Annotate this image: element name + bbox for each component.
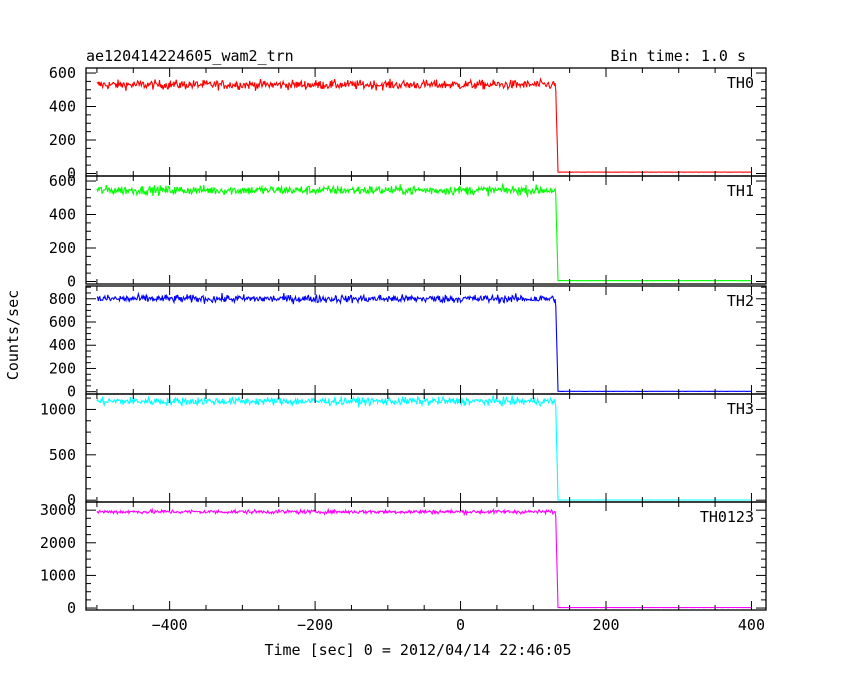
x-tick-label: −400 — [152, 616, 188, 634]
y-tick-label: 400 — [49, 206, 76, 224]
y-tick-label: 200 — [49, 131, 76, 149]
panels-group: 0 200 400 600 TH0 0 200 400 600 TH1 0 200 400 600 800 T… — [40, 64, 767, 617]
y-tick-label: 0 — [67, 383, 76, 401]
series-line-th0123 — [96, 507, 752, 609]
series-label-th1: TH1 — [727, 182, 754, 200]
panel-th3: 0 500 1000 TH3 — [40, 393, 767, 509]
y-axis-label: Counts/sec — [4, 290, 22, 380]
y-tick-label: 800 — [49, 290, 76, 308]
y-tick-label: 400 — [49, 98, 76, 116]
panel-frame — [85, 501, 767, 611]
panel-th2: 0 200 400 600 800 TH2 — [49, 285, 767, 401]
series-line-th0 — [96, 77, 752, 173]
chart-subtitle: Bin time: 1.0 s — [611, 47, 746, 65]
y-tick-label: 1000 — [40, 400, 76, 418]
y-tick-label: 200 — [49, 239, 76, 257]
series-line-th2 — [96, 291, 752, 392]
y-tick-label: 600 — [49, 172, 76, 190]
y-tick-label: 0 — [67, 164, 76, 182]
series-line-th1 — [96, 183, 752, 282]
x-axis-label: Time [sec] 0 = 2012/04/14 22:46:05 — [264, 641, 571, 659]
x-tick-label: 0 — [456, 616, 465, 634]
series-label-th0: TH0 — [727, 74, 754, 92]
series-label-th3: TH3 — [727, 400, 754, 418]
y-tick-label: 0 — [67, 272, 76, 290]
panel-frame — [85, 175, 767, 285]
x-tick-label: −200 — [297, 616, 333, 634]
x-tick-label: 400 — [738, 616, 765, 634]
series-line-th3 — [96, 394, 752, 501]
x-tick-label: 200 — [592, 616, 619, 634]
y-tick-label: 0 — [67, 491, 76, 509]
panel-th1: 0 200 400 600 TH1 — [49, 172, 767, 290]
y-tick-label: 2000 — [40, 534, 76, 552]
y-tick-label: 3000 — [40, 501, 76, 519]
y-tick-label: 600 — [49, 313, 76, 331]
chart-title: ae120414224605_wam2_trn — [86, 47, 294, 65]
y-tick-label: 600 — [49, 64, 76, 82]
y-tick-label: 200 — [49, 359, 76, 377]
y-tick-label: 0 — [67, 599, 76, 617]
y-tick-label: 500 — [49, 446, 76, 464]
y-tick-label: 400 — [49, 336, 76, 354]
panel-frame — [85, 393, 767, 503]
series-label-th2: TH2 — [727, 292, 754, 310]
panel-th0123: 0 1000 2000 3000 TH0123 — [40, 501, 767, 617]
series-label-th0123: TH0123 — [700, 508, 754, 526]
panel-th0: 0 200 400 600 TH0 — [49, 64, 767, 182]
x-tick-labels: −400 −200 0 200 400 — [152, 616, 765, 634]
y-tick-label: 1000 — [40, 566, 76, 584]
